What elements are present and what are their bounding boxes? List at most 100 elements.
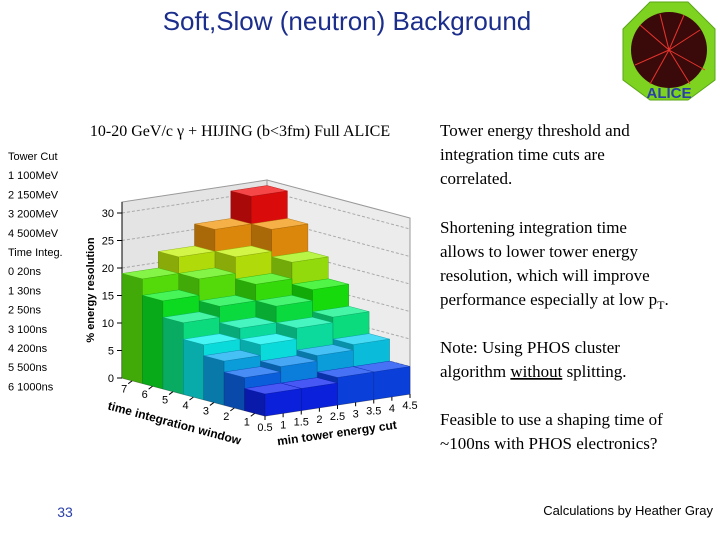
bar-top [203,349,261,362]
y-tick [230,407,235,412]
bar-top [235,273,293,285]
x-tick-label: 2.5 [330,411,345,423]
y-tick-label: 5 [162,395,168,407]
note-text: algorithm [440,362,510,381]
z-tick-label: 30 [102,208,114,220]
bar-side [223,371,245,411]
logo: ALICE [622,1,716,102]
bar-top [121,267,179,280]
credit: Calculations by Heather Gray [543,503,713,518]
bar-front [373,366,411,400]
bar-top [194,218,252,230]
legend-line: 3 100ns [8,324,48,336]
bar-top [260,355,318,367]
logo-tracks [634,13,706,85]
bar-top [251,218,308,230]
y-tick-label: 1 [244,416,250,428]
note-line: allows to lower tower energy [440,242,638,261]
note-line: integration time cuts are [440,145,605,164]
bar-top [178,267,236,280]
notes: Tower energy threshold and integration t… [440,121,669,453]
note-text: . [664,290,668,309]
legend-line: 0 20ns [8,266,42,278]
note-subscript: T [657,298,665,312]
legend-line: 3 200MeV [8,209,59,221]
z-tick-label: 25 [102,236,114,248]
z-tick-label: 0 [108,373,114,385]
y-tick [168,391,174,395]
x-tick-label: 2 [316,414,322,426]
plot-legend: Tower Cut 1 100MeV 2 150MeV 3 200MeV 4 500Me… [8,151,63,393]
bar-side [183,339,204,400]
legend-line: 1 30ns [8,285,42,297]
z-tick-label: 20 [102,263,114,275]
y-tick-label: 7 [121,384,127,396]
x-tick-label: 3 [353,408,359,420]
bar-top [162,311,220,324]
z-tick-label: 15 [102,291,114,303]
bar-top [244,382,302,395]
x-tick-label: 1.5 [294,417,309,429]
note-line: ~100ns with PHOS electronics? [440,434,657,453]
bar-top [230,185,288,197]
note-line: algorithm without splitting. [440,362,627,381]
y-tick-label: 3 [203,405,209,417]
note-line: performance especially at low pT. [440,290,669,312]
legend-line: 1 100MeV [8,170,59,182]
x-tick-label: 4.5 [402,400,417,412]
plot-title: 10-20 GeV/c γ + HIJING (b<3fm) Full ALIC… [90,123,390,140]
bar-side [142,295,164,390]
bar-top [142,289,200,302]
bar-top [312,305,370,318]
y-tick [209,402,215,406]
note-line: correlated. [440,169,512,188]
legend-line: Tower Cut [8,151,58,163]
bar-top [291,278,349,290]
x-tick-label: 4 [389,403,395,415]
legend-line: 2 50ns [8,305,42,317]
y-tick [127,380,133,385]
bar-side [121,273,143,384]
legend-line: 6 1000ns [8,381,54,393]
x-tick-label: 3.5 [366,406,381,418]
logo-text: ALICE [647,85,692,102]
legend-line: 4 200ns [8,343,48,355]
note-line: Feasible to use a shaping time of [440,410,663,429]
x-tick-label: 1 [280,419,286,431]
note-line: Note: Using PHOS cluster [440,338,620,357]
bar-side [162,317,184,395]
y-tick-label: 6 [142,389,148,401]
y-tick [148,385,153,390]
legend-line: 2 150MeV [8,189,59,201]
bar-top [296,344,354,356]
y-tick-label: 2 [223,411,229,423]
z-tick-label: 5 [108,346,114,358]
bar-top [239,333,297,345]
note-text: performance especially at low p [440,290,657,309]
legend-line: 5 500ns [8,362,48,374]
bar-top [332,333,390,345]
y-tick [189,396,194,401]
bar-top [276,316,333,329]
slide-title: Soft,Slow (neutron) Background [163,6,532,36]
note-line: resolution, which will improve [440,266,650,285]
note-line: Tower energy threshold and [440,121,630,140]
bar-top [224,366,281,378]
note-text: splitting. [562,362,626,381]
bar-side [203,355,225,406]
z-axis-label: % energy resolution [85,237,97,342]
note-line: Shortening integration time [440,218,627,237]
bar-top [199,295,256,307]
z-tick-label: 10 [102,318,114,330]
y-tick-label: 4 [182,400,188,412]
legend-line: Time Integ. [8,247,63,259]
bar-top [183,333,241,345]
x-tick-label: 0.5 [257,422,272,434]
bar-top [271,251,329,263]
bar-top [255,295,313,307]
legend-line: 4 500MeV [8,228,59,240]
y-tick [250,412,256,417]
bar-top [219,317,277,329]
